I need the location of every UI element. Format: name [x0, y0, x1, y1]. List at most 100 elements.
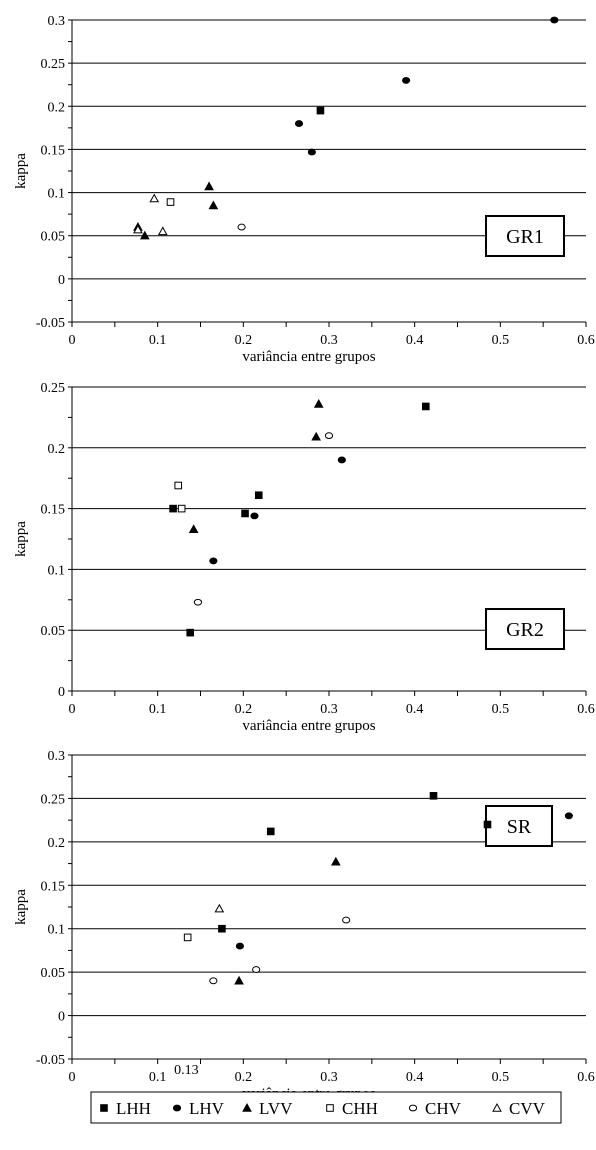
y-tick-label: -0.05	[36, 316, 65, 331]
data-point-lhv	[402, 77, 411, 84]
y-axis-label: kappa	[13, 521, 29, 557]
legend-marker-lvv	[242, 1102, 252, 1112]
x-tick-label: 0.1	[149, 1070, 167, 1085]
data-point-lhh	[422, 402, 430, 411]
data-point-chh	[166, 198, 175, 206]
data-point-lhv	[294, 120, 304, 127]
legend-marker-lhh	[100, 1104, 108, 1112]
y-tick-label: 0.1	[48, 563, 66, 578]
data-point-lhv	[235, 942, 245, 950]
data-point-lvv	[188, 524, 199, 533]
panel-label: GR1	[506, 226, 544, 248]
y-tick-label: 0.15	[41, 143, 66, 158]
data-point-lvv	[234, 975, 244, 985]
legend-box	[90, 1091, 562, 1124]
legend-label-cvv: CVV	[509, 1099, 546, 1118]
x-tick-label: 0.6	[577, 1070, 595, 1085]
x-tick-label: 0	[69, 702, 76, 717]
data-point-lvv	[311, 431, 321, 441]
data-point-lvv	[139, 230, 150, 240]
x-tick-label: 0.3	[320, 1070, 338, 1085]
legend-label-lhh: LHH	[116, 1099, 151, 1118]
x-tick-label: 0.2	[235, 333, 253, 348]
x-tick-label: 0.4	[406, 333, 424, 348]
data-point-lvv	[313, 398, 324, 408]
y-tick-label: 0.15	[41, 879, 66, 894]
legend-marker-lhv	[172, 1104, 182, 1112]
x-tick-label: 0.6	[577, 333, 595, 348]
data-point-lvv	[331, 856, 341, 866]
data-point-lhh	[316, 106, 325, 115]
x-tick-label: 0.1	[149, 702, 167, 717]
y-tick-label: 0.05	[41, 966, 66, 981]
data-point-lhh	[254, 491, 263, 500]
legend-label-chh: CHH	[342, 1099, 378, 1118]
y-tick-label: 0.25	[41, 792, 66, 807]
x-tick-label: 0.4	[406, 702, 424, 717]
data-point-chv	[193, 598, 203, 606]
data-point-chv	[324, 432, 334, 440]
data-point-cvv	[214, 903, 225, 913]
y-tick-label: 0.1	[48, 187, 66, 202]
x-tick-label: 0.6	[577, 702, 595, 717]
data-point-cvv	[149, 193, 160, 203]
data-point-lhh	[169, 504, 177, 513]
y-tick-label: 0	[58, 685, 65, 700]
legend-label-lhv: LHV	[189, 1099, 225, 1118]
data-point-lhv	[337, 456, 346, 464]
legend-marker-chv	[408, 1104, 418, 1112]
chart-panel-gr2: 0 0.05 0.1 0.15 0.2 0.25 0 0.1 0.2 0.3 0.4 0.5 0.6 va…	[13, 381, 595, 734]
data-point-lvv	[204, 181, 214, 191]
y-tick-label: 0.3	[48, 749, 66, 764]
x-annotation: 0.13	[174, 1063, 199, 1078]
x-tick-label: 0.2	[235, 702, 253, 717]
x-tick-label: 0.5	[492, 333, 510, 348]
y-tick-label: 0.25	[41, 57, 66, 72]
panel-label: SR	[507, 816, 532, 838]
y-tick-label: 0.3	[48, 14, 66, 29]
data-point-cvv	[157, 226, 168, 236]
data-point-lhh	[429, 792, 438, 800]
chart-panel-gr1: -0.05 0 0.05 0.1 0.15 0.2 0.25 0.3 0 0.1 0.2 0.3 0.4…	[13, 14, 595, 365]
panel-label-box	[485, 805, 553, 847]
data-point-cvv	[133, 224, 143, 234]
y-tick-label: 0.2	[48, 442, 66, 457]
data-point-lhv	[564, 812, 573, 820]
y-tick-label: -0.05	[36, 1053, 65, 1068]
x-tick-label: 0.1	[149, 333, 167, 348]
legend-label-lvv: LVV	[259, 1099, 293, 1118]
x-tick-label: 0.3	[320, 702, 338, 717]
y-tick-label: 0.25	[41, 381, 66, 396]
data-point-chv	[342, 916, 351, 924]
x-tick-label: 0	[69, 333, 76, 348]
legend-label-chv: CHV	[425, 1099, 462, 1118]
y-tick-label: 0	[58, 1010, 65, 1025]
data-point-chv	[252, 966, 261, 973]
data-point-lhh	[266, 827, 275, 836]
y-tick-label: 0.2	[48, 836, 66, 851]
panel-label-box	[485, 608, 565, 650]
data-point-lhh	[483, 820, 492, 829]
y-axis-label: kappa	[13, 153, 29, 189]
x-tick-label: 0.4	[406, 1070, 424, 1085]
x-tick-label: 0.3	[320, 333, 338, 348]
data-point-chh	[177, 504, 186, 513]
legend-marker-chh	[326, 1104, 334, 1112]
y-tick-label: 0	[58, 273, 65, 288]
x-tick-label: 0.5	[492, 1070, 510, 1085]
y-tick-label: 0.2	[48, 100, 66, 115]
x-axis-label: variância entre grupos	[242, 718, 375, 734]
x-tick-label: 0.2	[235, 1070, 253, 1085]
data-point-lhh	[241, 509, 249, 518]
data-point-lhv	[307, 148, 316, 156]
data-point-chv	[209, 977, 218, 985]
data-point-lhv	[209, 557, 218, 565]
data-point-lhh	[218, 924, 226, 933]
legend: LHH LHV LVV CHH CHV CVV	[90, 1091, 562, 1124]
data-point-lhh	[186, 628, 195, 637]
chart-panel-sr: -0.05 0 0.05 0.1 0.15 0.2 0.25 0.3 0 0.1 0.2 0.3 0.4…	[13, 749, 595, 1102]
y-tick-label: 0.05	[41, 624, 66, 639]
data-point-chh	[183, 933, 192, 942]
data-point-lhv	[250, 512, 259, 520]
